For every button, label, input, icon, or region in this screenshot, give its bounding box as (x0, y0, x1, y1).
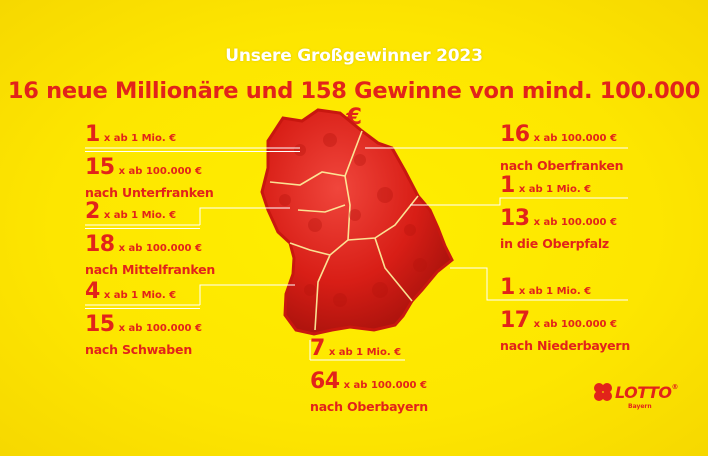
region-dest: nach Niederbayern (500, 338, 631, 353)
k-label: x ab 100.000 € (118, 243, 202, 254)
region-oberfranken: 16 x ab 100.000 € nach Oberfranken (500, 122, 624, 174)
mio-count: 1 (85, 122, 100, 147)
mio-label: x ab 1 Mio. € (518, 184, 592, 195)
k-label: x ab 100.000 € (533, 319, 617, 330)
mio-count: 4 (85, 279, 100, 304)
region-dest: nach Mittelfranken (85, 262, 216, 277)
mio-count: 7 (310, 336, 325, 361)
mio-count: 1 (500, 173, 515, 198)
k-label: x ab 100.000 € (533, 217, 617, 228)
bavaria-shape (260, 108, 454, 336)
k-label: x ab 100.000 € (533, 133, 617, 144)
k-count: 16 (500, 122, 530, 147)
lotto-logo-text: LOTTO® (615, 383, 679, 402)
lotto-logo-sub: Bayern (628, 403, 652, 410)
clover-logo-icon (594, 383, 612, 401)
k-count: 18 (85, 232, 115, 257)
connector-lines (85, 147, 628, 361)
divider (85, 308, 200, 309)
mio-label: x ab 1 Mio. € (103, 290, 177, 301)
divider (85, 228, 200, 229)
headline: 16 neue Millionäre und 158 Gewinne von m… (7, 78, 701, 130)
region-dest: nach Oberfranken (500, 158, 624, 173)
region-dest: nach Schwaben (85, 342, 193, 357)
k-label: x ab 100.000 € (118, 166, 202, 177)
k-count: 17 (500, 308, 530, 333)
k-count: 15 (85, 312, 115, 337)
subtitle: Unsere Großgewinner 2023 (225, 46, 483, 66)
mio-count: 2 (85, 199, 100, 224)
mio-label: x ab 1 Mio. € (103, 133, 177, 144)
k-count: 64 (310, 369, 340, 394)
region-dest: nach Oberbayern (310, 399, 428, 414)
k-count: 13 (500, 206, 530, 231)
mio-count: 1 (500, 275, 515, 300)
region-dest: in die Oberpfalz (500, 236, 609, 251)
k-count: 15 (85, 155, 115, 180)
k-label: x ab 100.000 € (343, 380, 427, 391)
mio-label: x ab 1 Mio. € (328, 347, 402, 358)
mio-label: x ab 1 Mio. € (103, 210, 177, 221)
mio-label: x ab 1 Mio. € (518, 286, 592, 297)
region-dest: nach Unterfranken (85, 185, 214, 200)
k-label: x ab 100.000 € (118, 323, 202, 334)
divider (85, 151, 300, 152)
